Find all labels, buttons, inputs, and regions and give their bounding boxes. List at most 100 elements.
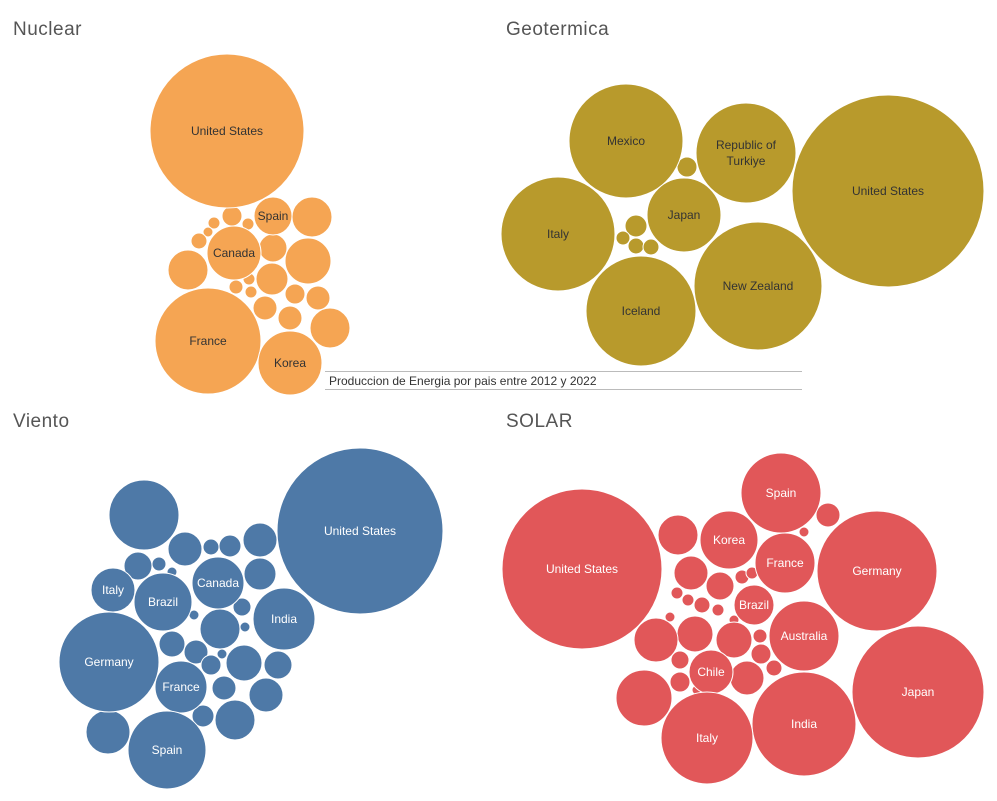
- bubble-unlabeled-7[interactable]: [202, 538, 220, 556]
- bubble-unlabeled-22[interactable]: [669, 671, 691, 693]
- bubble-unlabeled-24[interactable]: [191, 704, 215, 728]
- bubble-republic-of-turkiye[interactable]: [695, 102, 797, 204]
- bubble-unlabeled-8[interactable]: [284, 237, 332, 285]
- bubble-italy[interactable]: [500, 176, 616, 292]
- bubble-unlabeled-8[interactable]: [218, 534, 242, 558]
- bubble-canada[interactable]: [206, 225, 262, 281]
- bubble-spain[interactable]: [127, 710, 207, 790]
- bubble-label-italy: Italy: [102, 583, 124, 597]
- bubble-unlabeled-9[interactable]: [681, 593, 695, 607]
- bubble-germany[interactable]: [58, 611, 160, 713]
- bubble-unlabeled-14[interactable]: [284, 283, 306, 305]
- bubble-unlabeled-16[interactable]: [252, 295, 278, 321]
- bubble-france[interactable]: [154, 287, 262, 395]
- bubble-unlabeled-15[interactable]: [305, 285, 331, 311]
- bubble-unlabeled-3[interactable]: [615, 230, 631, 246]
- bubble-iceland[interactable]: [585, 255, 697, 367]
- bubble-japan[interactable]: [646, 177, 722, 253]
- bubble-unlabeled-22[interactable]: [248, 677, 284, 713]
- bubble-unlabeled-5[interactable]: [705, 571, 735, 601]
- bubble-label-chile: Chile: [697, 665, 725, 679]
- bubble-france[interactable]: [754, 532, 816, 594]
- bubble-united-states[interactable]: [791, 94, 985, 288]
- bubble-unlabeled-3[interactable]: [207, 216, 221, 230]
- bubble-unlabeled-2[interactable]: [242, 522, 278, 558]
- bubble-unlabeled-2[interactable]: [624, 214, 648, 238]
- bubble-unlabeled-5[interactable]: [642, 238, 660, 256]
- bubble-united-states[interactable]: [501, 488, 663, 650]
- bubble-label-united-states: United States: [191, 124, 263, 138]
- bubble-india[interactable]: [751, 671, 857, 777]
- bubble-label-italy: Italy: [547, 227, 569, 241]
- bubble-unlabeled-25[interactable]: [214, 699, 256, 741]
- bubble-unlabeled-14[interactable]: [676, 615, 714, 653]
- bubble-chart-solar: Spain Korea France Germany United States Braz…: [501, 452, 985, 785]
- panel-title-viento: Viento: [13, 411, 70, 432]
- bubble-unlabeled-4[interactable]: [673, 555, 709, 591]
- bubble-unlabeled-9[interactable]: [167, 249, 209, 291]
- bubble-unlabeled-18[interactable]: [750, 643, 772, 665]
- bubble-canada[interactable]: [191, 556, 245, 610]
- bubble-unlabeled-4[interactable]: [627, 237, 645, 255]
- bubble-new-zealand[interactable]: [693, 221, 823, 351]
- bubble-united-states[interactable]: [276, 447, 444, 615]
- bubble-unlabeled-4[interactable]: [202, 226, 214, 238]
- bubble-unlabeled-3[interactable]: [167, 531, 203, 567]
- bubble-unlabeled-3[interactable]: [657, 514, 699, 556]
- bubble-unlabeled-2[interactable]: [221, 205, 243, 227]
- bubble-unlabeled-15[interactable]: [183, 639, 209, 665]
- bubble-unlabeled-10[interactable]: [255, 262, 289, 296]
- bubble-unlabeled-12[interactable]: [199, 608, 241, 650]
- bubble-unlabeled-23[interactable]: [85, 709, 131, 755]
- bubble-unlabeled-16[interactable]: [752, 628, 768, 644]
- bubble-unlabeled-18[interactable]: [263, 650, 293, 680]
- bubble-label-australia: Australia: [781, 629, 828, 643]
- bubble-unlabeled-16[interactable]: [216, 648, 228, 660]
- bubble-japan[interactable]: [851, 625, 985, 759]
- bubble-unlabeled-21[interactable]: [670, 650, 690, 670]
- bubble-unlabeled-15[interactable]: [715, 621, 753, 659]
- bubble-france[interactable]: [154, 660, 208, 714]
- bubble-unlabeled-7[interactable]: [258, 233, 288, 263]
- bubble-spain[interactable]: [253, 196, 293, 236]
- bubble-unlabeled-18[interactable]: [309, 307, 351, 349]
- bubble-brazil[interactable]: [733, 584, 775, 626]
- bubble-unlabeled-8[interactable]: [670, 586, 684, 600]
- bubble-unlabeled-17[interactable]: [225, 644, 263, 682]
- bubble-unlabeled-13[interactable]: [244, 285, 258, 299]
- bubble-unlabeled-17[interactable]: [277, 305, 303, 331]
- bubble-unlabeled-10[interactable]: [232, 597, 252, 617]
- bubble-germany[interactable]: [816, 510, 938, 632]
- bubble-label-france: France: [766, 556, 804, 570]
- bubble-label-japan: Japan: [902, 685, 935, 699]
- bubble-brazil[interactable]: [133, 572, 193, 632]
- bubble-unlabeled-2[interactable]: [798, 526, 810, 538]
- bubble-unlabeled-1[interactable]: [108, 479, 180, 551]
- bubble-chart-viento: United States Italy Brazil Canada India Germa…: [58, 447, 444, 790]
- bubble-india[interactable]: [252, 587, 316, 651]
- panel-title-solar: SOLAR: [506, 411, 573, 432]
- bubble-unlabeled-17[interactable]: [633, 617, 679, 663]
- bubble-united-states[interactable]: [149, 53, 305, 209]
- bubble-italy[interactable]: [660, 691, 754, 785]
- bubble-unlabeled-21[interactable]: [211, 675, 237, 701]
- bubble-unlabeled-19[interactable]: [200, 654, 222, 676]
- bubble-unlabeled-5[interactable]: [151, 556, 167, 572]
- bubble-unlabeled-19[interactable]: [765, 659, 783, 677]
- bubble-unlabeled-13[interactable]: [664, 611, 676, 623]
- bubble-unlabeled-11[interactable]: [711, 603, 725, 617]
- bubble-australia[interactable]: [768, 600, 840, 672]
- bubble-unlabeled-13[interactable]: [239, 621, 251, 633]
- bubble-unlabeled-1[interactable]: [815, 502, 841, 528]
- bubble-mexico[interactable]: [568, 83, 684, 199]
- bubble-unlabeled-12[interactable]: [228, 279, 244, 295]
- bubble-unlabeled-5[interactable]: [190, 232, 208, 250]
- bubble-unlabeled-20[interactable]: [729, 660, 765, 696]
- bubble-unlabeled-14[interactable]: [158, 630, 186, 658]
- bubble-unlabeled-1[interactable]: [291, 196, 333, 238]
- bubble-unlabeled-24[interactable]: [615, 669, 673, 727]
- bubble-unlabeled-9[interactable]: [243, 557, 277, 591]
- bubble-unlabeled-10[interactable]: [693, 596, 711, 614]
- bubble-korea[interactable]: [257, 330, 323, 396]
- bubble-korea[interactable]: [699, 510, 759, 570]
